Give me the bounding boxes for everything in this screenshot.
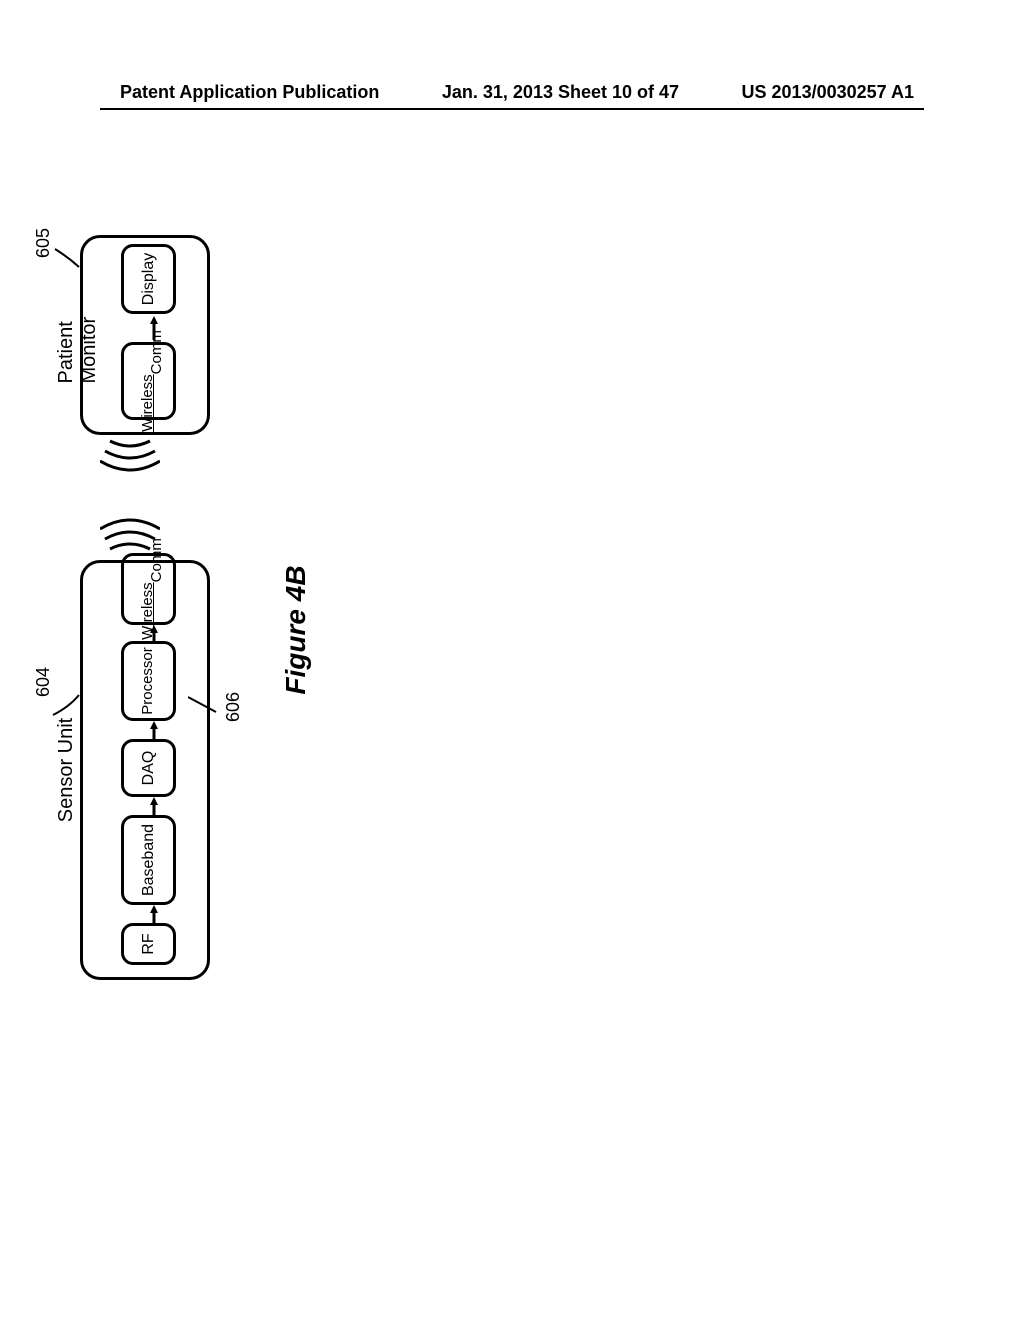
arrow-processor-wireless (145, 625, 153, 641)
diagram-container: Sensor Unit 604 606 RF Baseband DAQ Proc… (80, 280, 980, 980)
monitor-wireless-box: WirelessComm (121, 342, 176, 420)
patient-monitor-label: Patient Monitor (55, 287, 101, 384)
rf-box: RF (121, 923, 176, 965)
processor-ref-curve (188, 690, 218, 715)
daq-box: DAQ (121, 739, 176, 797)
wireless-waves-in (100, 435, 160, 475)
arrow-wireless-display (145, 316, 153, 340)
arrow-rf-baseband (145, 905, 153, 923)
sensor-unit-box: Sensor Unit 604 606 RF Baseband DAQ Proc… (80, 560, 210, 980)
processor-box: Processor (121, 641, 176, 721)
baseband-box: Baseband (121, 815, 176, 905)
patient-monitor-box: Patient Monitor 605 WirelessComm Display (80, 235, 210, 435)
monitor-ref-curve (53, 246, 81, 271)
arrow-baseband-daq (145, 797, 153, 815)
header-center: Jan. 31, 2013 Sheet 10 of 47 (442, 82, 679, 103)
display-box: Display (121, 244, 176, 314)
sensor-ref-curve (51, 687, 81, 717)
processor-ref-number: 606 (223, 692, 244, 722)
page-header: Patent Application Publication Jan. 31, … (0, 82, 1024, 103)
header-divider (100, 108, 924, 110)
wireless-waves-out (100, 515, 160, 555)
wireless-text-2: Wireless (140, 374, 157, 432)
header-left: Patent Application Publication (120, 82, 379, 103)
arrow-daq-processor (145, 721, 153, 739)
monitor-ref-number: 605 (33, 228, 54, 258)
sensor-wireless-box: WirelessComm (121, 553, 176, 625)
header-right: US 2013/0030257 A1 (742, 82, 914, 103)
figure-label: Figure 4B (280, 565, 312, 694)
sensor-unit-label: Sensor Unit (55, 718, 78, 823)
